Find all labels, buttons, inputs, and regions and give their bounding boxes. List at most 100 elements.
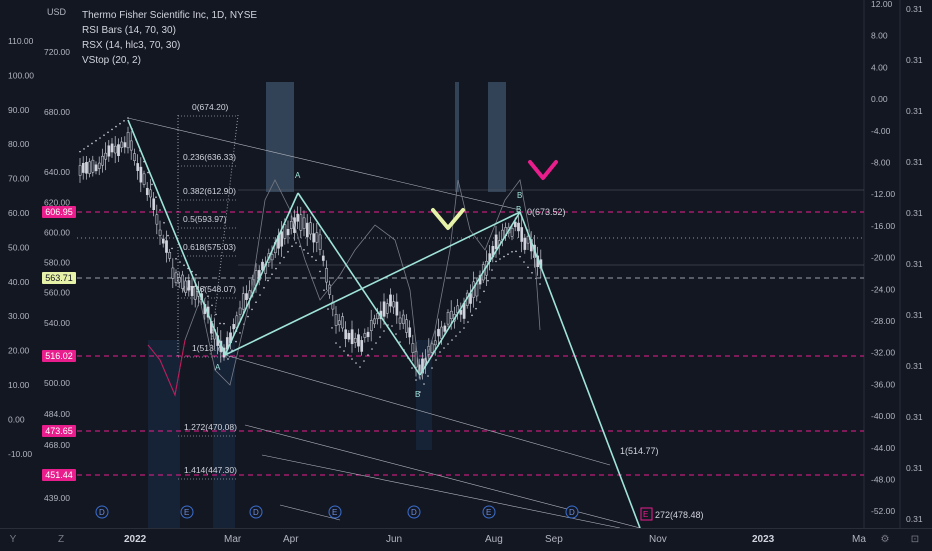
vstop-dot (127, 117, 129, 119)
vstop-dot (95, 139, 97, 142)
vstop-dot (379, 336, 381, 338)
channel-line (127, 117, 521, 211)
candle-body (373, 318, 376, 325)
fib-label: 0.786(548.07) (183, 284, 236, 294)
currency-label: USD (47, 7, 67, 17)
candle-body (395, 301, 399, 316)
candle-body (101, 155, 104, 166)
vstop-dot (311, 255, 313, 258)
far-right-tick: 0.31 (906, 208, 923, 218)
time-axis[interactable]: Y Z 2022 Mar Apr Jun Aug Sep Nov 2023 Ma… (0, 528, 932, 551)
vstop-dot (295, 242, 297, 244)
left-osc-tick: 110.00 (8, 36, 34, 46)
candle-body (523, 237, 527, 250)
highlight-zone (266, 82, 294, 192)
vstop-dot (487, 279, 489, 282)
vstop-dot (119, 122, 121, 125)
candle-body (475, 283, 479, 297)
vstop-dot (115, 125, 117, 128)
candle-body (286, 229, 290, 236)
pattern-point-label: A (295, 171, 301, 180)
vstop-dot (151, 183, 153, 186)
indicator-rsi-bars[interactable]: RSI Bars (14, 70, 30) (82, 25, 176, 36)
candle-body (494, 234, 498, 250)
left-price-tick: 484.00 (44, 409, 70, 419)
candle-body (296, 213, 300, 222)
left-osc-tick: 60.00 (8, 208, 30, 218)
vstop-dot (111, 128, 113, 131)
vstop-dot (367, 354, 369, 356)
rsx-line (147, 179, 541, 397)
candle-body (97, 162, 101, 169)
candle-body (398, 317, 402, 324)
price-tag-563: 563.71 (42, 272, 76, 284)
vstop-dot (87, 145, 89, 147)
highlight-zone (213, 340, 235, 528)
vstop-dot (211, 304, 213, 307)
candle-body (187, 280, 191, 291)
price-chart[interactable]: 720.00 680.00 640.00 620.00 600.00 580.00 560.… (0, 0, 932, 528)
fib-label: 0.236(636.33) (183, 152, 236, 162)
event-marker-label: E (184, 508, 189, 517)
pattern-line (224, 192, 299, 356)
candle-body (446, 312, 450, 325)
vstop-dot (471, 314, 473, 317)
vstop-dot (315, 259, 317, 262)
highlight-zone (148, 340, 180, 528)
candle-body (110, 143, 114, 153)
event-marker (328, 505, 342, 519)
vstop-dot (199, 277, 201, 279)
candle-body (78, 165, 82, 176)
right-osc-tick: -16.00 (871, 221, 895, 231)
right-osc-tick: -12.00 (871, 189, 895, 199)
candle-body (411, 343, 415, 353)
vstop-dot (307, 252, 309, 255)
event-marker-label: D (253, 508, 259, 517)
candle-body (421, 358, 424, 374)
candle-body (283, 224, 287, 239)
indicator-rsx[interactable]: RSX (14, hlc3, 70, 30) (82, 40, 181, 51)
vstop-dot (507, 253, 509, 255)
z-button[interactable]: Z (57, 534, 65, 545)
candle-body (433, 340, 437, 346)
candle-body (190, 286, 194, 297)
vstop-dot (527, 266, 529, 269)
y-button[interactable]: Y (9, 534, 17, 545)
channel-line (244, 424, 641, 528)
vstop-dot (219, 322, 221, 325)
vstop-dot (531, 272, 533, 274)
vstop-dot (359, 366, 361, 368)
candle-body (117, 144, 120, 157)
vstop-dot (515, 250, 517, 253)
candle-body (382, 301, 386, 317)
candle-body (289, 221, 293, 229)
indicator-vstop[interactable]: VStop (20, 2) (82, 55, 141, 66)
vstop-dot (339, 346, 341, 348)
vstop-dot (275, 267, 277, 270)
vstop-dot (391, 325, 393, 327)
vstop-dot (439, 351, 441, 353)
fullscreen-icon[interactable]: ⊡ (910, 534, 920, 545)
candle-body (165, 240, 168, 253)
candle-body (123, 142, 127, 148)
far-right-tick: 0.31 (906, 259, 923, 269)
x-label-ma: Ma (852, 534, 866, 545)
event-letter: E (643, 510, 648, 519)
far-right-tick: 0.31 (906, 4, 923, 14)
event-marker (407, 505, 421, 519)
right-osc-tick: -32.00 (871, 348, 895, 358)
candle-body (405, 319, 408, 333)
price-tag-516: 516.02 (42, 350, 76, 362)
left-osc-tick: 40.00 (8, 277, 30, 287)
candle-body (408, 327, 412, 338)
vstop-dot (335, 342, 337, 344)
candle-body (232, 324, 236, 330)
price-tag-473: 473.65 (42, 425, 76, 437)
event-marker-label: D (569, 508, 575, 517)
symbol-title[interactable]: Thermo Fisher Scientific Inc, 1D, NYSE (82, 10, 258, 21)
pattern-line (224, 211, 521, 356)
far-right-tick: 0.31 (906, 310, 923, 320)
candle-body (241, 293, 245, 310)
settings-icon[interactable]: ⚙ (880, 534, 890, 545)
vstop-dot (291, 245, 293, 247)
